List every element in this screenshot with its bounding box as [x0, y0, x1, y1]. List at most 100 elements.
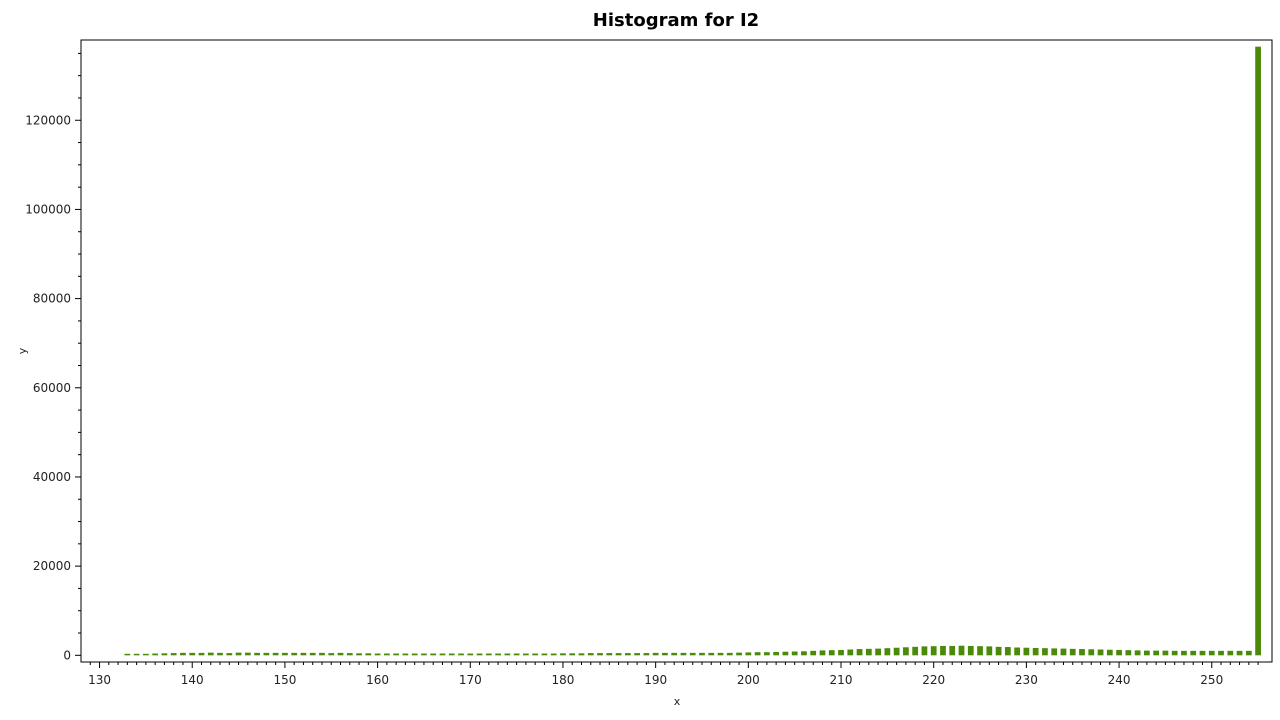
bar-143	[217, 652, 223, 656]
bar-248	[1190, 650, 1197, 656]
bar-226	[986, 646, 993, 656]
bar-237	[1088, 649, 1095, 656]
y-tick-label: 120000	[25, 113, 71, 127]
bar-206	[801, 651, 807, 656]
y-tick-label: 40000	[33, 470, 71, 484]
bar-227	[995, 646, 1002, 656]
bar-185	[606, 653, 613, 656]
bar-152	[300, 652, 307, 656]
bar-250	[1208, 650, 1215, 656]
x-tick-label: 210	[830, 673, 853, 687]
bar-154	[319, 652, 325, 656]
bar-175	[513, 653, 520, 656]
bar-171	[476, 653, 483, 656]
bar-222	[949, 645, 956, 656]
bar-146	[244, 652, 251, 656]
bar-series	[124, 46, 1261, 656]
bar-156	[337, 652, 344, 656]
bar-232	[1042, 648, 1048, 656]
x-tick-label: 150	[273, 673, 296, 687]
plot-frame	[80, 39, 1273, 663]
bar-172	[485, 653, 492, 656]
bar-157	[346, 653, 353, 656]
bar-170	[467, 653, 474, 656]
bar-139	[180, 652, 186, 656]
bar-158	[356, 653, 362, 656]
bar-251	[1218, 650, 1224, 656]
bar-194	[689, 652, 696, 656]
bar-216	[893, 647, 900, 656]
bar-133	[124, 653, 131, 656]
bar-210	[838, 649, 844, 656]
bar-149	[272, 652, 279, 656]
x-tick-label: 140	[181, 673, 204, 687]
bar-197	[717, 652, 724, 656]
bar-188	[634, 653, 640, 656]
bar-234	[1060, 648, 1067, 656]
bar-182	[578, 653, 585, 656]
bar-255	[1255, 46, 1261, 656]
x-axis: 130 140 150 160 170 180 190 200 210 220 230 240 250	[88, 662, 1259, 687]
x-tick-label: 160	[366, 673, 389, 687]
y-tick-label: 80000	[33, 292, 71, 306]
y-axis: 0 20000 40000 60000 80000 100000 120000	[25, 52, 81, 662]
y-tick-label: 60000	[33, 381, 71, 395]
bar-161	[383, 653, 390, 656]
bar-242	[1134, 650, 1141, 656]
bar-202	[763, 652, 770, 656]
bar-201	[754, 652, 761, 656]
bar-246	[1171, 650, 1178, 656]
bar-240	[1116, 649, 1122, 656]
bar-168	[448, 653, 455, 656]
bar-195	[699, 652, 705, 656]
bar-254	[1245, 650, 1252, 656]
bar-253	[1236, 650, 1243, 656]
bar-207	[810, 650, 817, 656]
bar-160	[374, 653, 381, 656]
bar-177	[532, 653, 539, 656]
bar-228	[1004, 647, 1011, 656]
bar-243	[1144, 650, 1150, 656]
bar-164	[411, 653, 418, 656]
y-tick-label: 100000	[25, 202, 71, 216]
bar-135	[143, 653, 149, 656]
bar-178	[541, 653, 548, 656]
y-tick-label: 20000	[33, 559, 71, 573]
bar-151	[291, 652, 298, 656]
x-tick-label: 240	[1108, 673, 1131, 687]
x-tick-label: 230	[1015, 673, 1038, 687]
bar-187	[624, 653, 631, 656]
bar-221	[940, 645, 946, 656]
bar-169	[458, 653, 464, 656]
y-tick-label: 0	[63, 648, 71, 662]
bar-191	[662, 652, 668, 656]
bar-245	[1162, 650, 1169, 656]
chart-title: Histogram for I2	[592, 10, 760, 31]
bar-163	[402, 653, 409, 656]
bar-148	[263, 652, 270, 656]
bar-142	[207, 652, 214, 656]
y-axis-label: y	[16, 347, 29, 354]
bar-184	[597, 653, 603, 656]
bar-198	[726, 652, 733, 656]
x-tick-label: 130	[88, 673, 111, 687]
x-tick-label: 180	[552, 673, 575, 687]
bar-155	[328, 653, 335, 656]
bar-159	[365, 653, 372, 656]
bar-192	[671, 652, 678, 656]
bar-167	[439, 653, 446, 656]
bar-239	[1106, 649, 1113, 656]
bar-249	[1199, 650, 1206, 656]
x-tick-label: 190	[644, 673, 667, 687]
bar-252	[1227, 650, 1234, 656]
bar-233	[1051, 648, 1058, 656]
bar-134	[133, 653, 140, 656]
bar-166	[430, 653, 437, 656]
bar-214	[875, 648, 881, 656]
bar-235	[1069, 648, 1076, 656]
bar-165	[421, 653, 427, 656]
bar-219	[921, 646, 928, 656]
bar-247	[1181, 650, 1187, 656]
bar-203	[773, 651, 780, 656]
bar-217	[903, 647, 909, 656]
